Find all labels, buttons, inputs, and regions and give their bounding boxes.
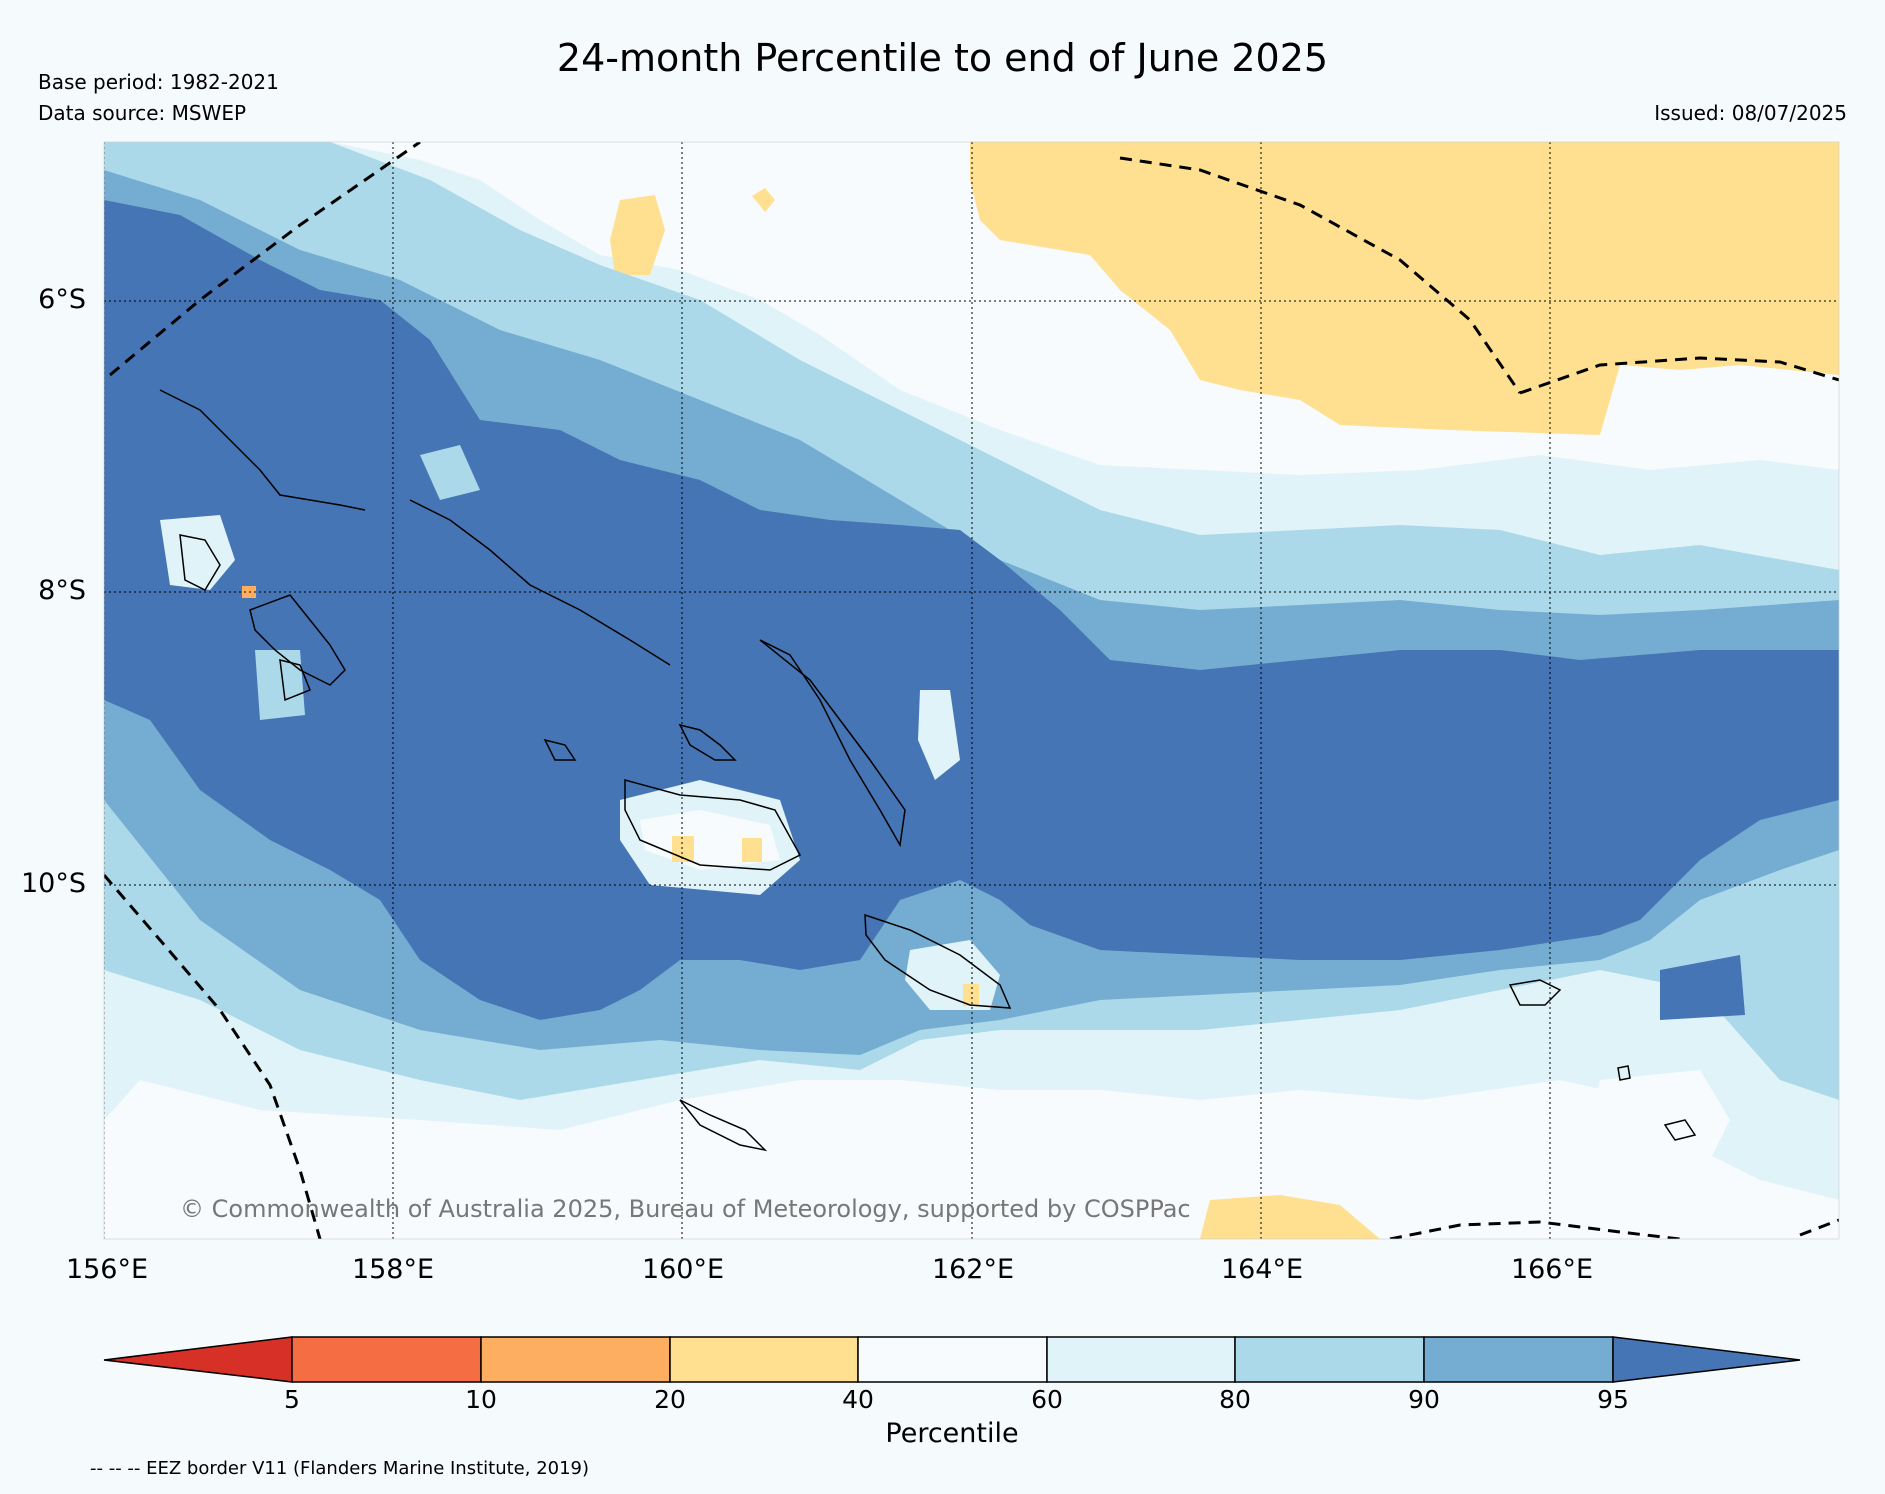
coast-temotu xyxy=(1508,979,1562,1006)
coast-guadalcanal xyxy=(624,779,802,871)
colorbar-tick-40: 40 xyxy=(842,1385,874,1414)
band-95-plus-southeast xyxy=(1660,955,1745,1020)
coast-vella-lavella xyxy=(179,534,221,591)
band-20-40-spot-b xyxy=(742,838,762,862)
band-20-40-blob-a xyxy=(610,195,665,275)
band-60-80-island-c xyxy=(918,690,960,780)
lon-label-160e: 160°E xyxy=(641,1254,725,1285)
band-20-40-south xyxy=(1200,1195,1380,1239)
chart-title: 24-month Percentile to end of June 2025 xyxy=(556,36,1329,80)
band-80-90-island-e xyxy=(255,650,305,720)
coast-new-georgia xyxy=(249,594,346,686)
colorbar-segment-90-95 xyxy=(1423,1336,1614,1383)
coast-bougainville xyxy=(159,389,366,511)
base-period-label: Base period: 1982-2021 xyxy=(38,70,279,94)
colorbar-segment-5-10 xyxy=(291,1336,482,1383)
coastlines xyxy=(159,389,1697,1152)
colorbar-title: Percentile xyxy=(885,1418,1019,1449)
coast-vanikoro xyxy=(1663,1119,1697,1141)
lon-label-158e: 158°E xyxy=(351,1254,435,1285)
copyright-notice: © Commonwealth of Australia 2025, Bureau… xyxy=(180,1195,1191,1223)
coast-malaita xyxy=(864,913,1012,1009)
eez-border-southeast xyxy=(1389,1220,1681,1239)
coast-utupua xyxy=(1617,1065,1631,1081)
coast-santa-isabel xyxy=(759,639,906,848)
colorbar-segment-80-90 xyxy=(1234,1336,1425,1383)
lon-label-166e: 166°E xyxy=(1510,1254,1594,1285)
colorbar-tick-60: 60 xyxy=(1031,1385,1063,1414)
colorbar-segment-60-80 xyxy=(1046,1336,1236,1383)
data-source-label: Data source: MSWEP xyxy=(38,101,247,125)
colorbar-tick-80: 80 xyxy=(1219,1385,1251,1414)
colorbar-segment-10-20 xyxy=(480,1336,671,1383)
colorbar-tick-10: 10 xyxy=(465,1385,497,1414)
eez-border-northeast xyxy=(1519,356,1839,395)
issued-date-label: Issued: 08/07/2025 xyxy=(1654,101,1847,125)
band-20-40-northeast xyxy=(970,142,1839,435)
graticule xyxy=(104,142,1839,1239)
coast-florida xyxy=(678,723,737,761)
band-20-40-blob-b xyxy=(752,188,775,212)
colorbar-tick-5: 5 xyxy=(284,1385,300,1414)
eez-legend-note: -- -- -- EEZ border V11 (Flanders Marine… xyxy=(90,1458,590,1479)
eez-border-southwest xyxy=(104,874,322,1239)
lat-label-8s: 8°S xyxy=(38,575,86,606)
band-80-90-island-f xyxy=(420,445,480,500)
lat-label-6s: 6°S xyxy=(38,284,86,315)
colorbar-tick-20: 20 xyxy=(654,1385,686,1414)
eez-borders xyxy=(104,142,1839,1239)
lon-label-156e: 156°E xyxy=(65,1254,149,1285)
map-frame xyxy=(103,141,1840,1240)
colorbar-segment-20-40 xyxy=(669,1336,859,1383)
coast-choiseul xyxy=(409,499,671,666)
band-40-60-southeast xyxy=(1590,1070,1730,1180)
colorbar-tick-90: 90 xyxy=(1408,1385,1440,1414)
colorbar xyxy=(103,1336,1801,1383)
eez-border-north xyxy=(1119,156,1522,394)
colorbar-tick-95: 95 xyxy=(1597,1385,1629,1414)
coast-russell xyxy=(543,738,577,761)
coast-makira xyxy=(679,1099,768,1152)
lat-label-10s: 10°S xyxy=(21,868,86,899)
lon-label-164e: 164°E xyxy=(1220,1254,1304,1285)
map-area xyxy=(104,142,1839,1239)
colorbar-segment-lt5 xyxy=(103,1336,293,1383)
coast-rendova xyxy=(279,659,311,702)
colorbar-segment-40-60 xyxy=(857,1336,1048,1383)
band-95-plus xyxy=(104,200,1839,1020)
colorbar-segment-gt95 xyxy=(1612,1336,1801,1383)
eez-border-east xyxy=(1799,1218,1839,1237)
lon-label-162e: 162°E xyxy=(931,1254,1015,1285)
band-20-40-spot-c xyxy=(963,984,979,1006)
band-40-60-south xyxy=(104,1080,1839,1239)
